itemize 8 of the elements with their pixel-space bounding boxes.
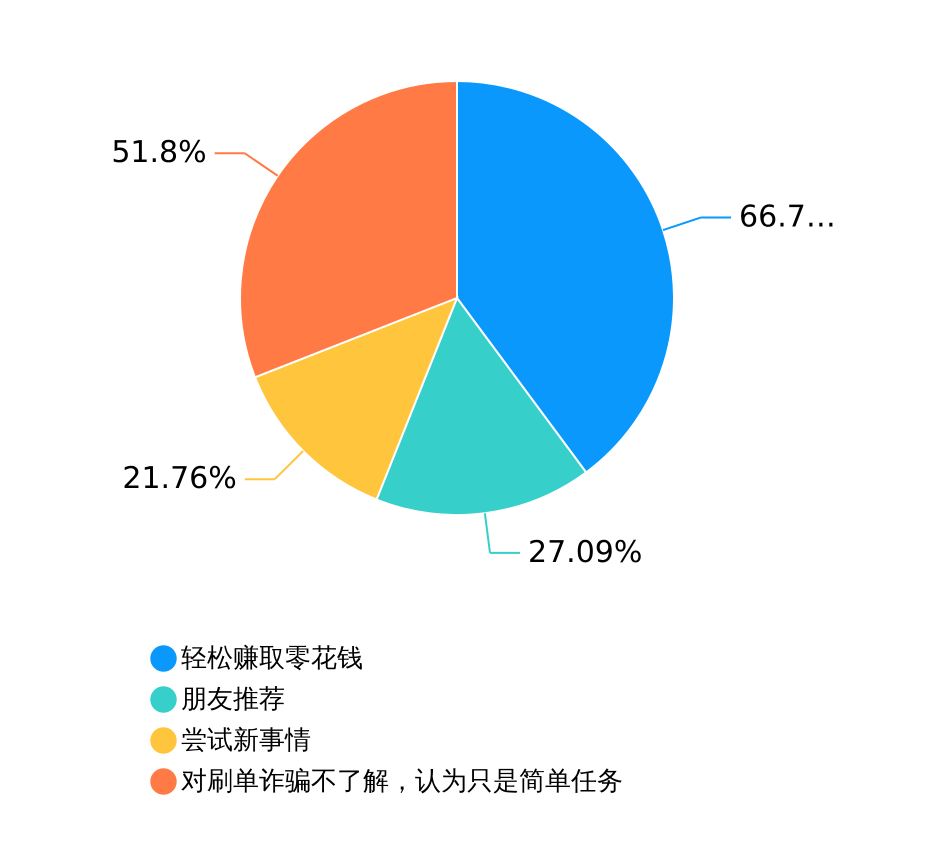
- legend-label: 对刷单诈骗不了解，认为只是简单任务: [181, 766, 623, 796]
- legend-label: 朋友推荐: [181, 684, 285, 714]
- data-label: 21.76%: [122, 461, 237, 496]
- data-label: 66.7…: [739, 199, 836, 234]
- data-label: 51.8%: [111, 135, 207, 170]
- data-label: 27.09%: [528, 534, 642, 570]
- legend-label: 轻松赚取零花钱: [181, 644, 363, 674]
- legend-label: 尝试新事情: [181, 726, 311, 756]
